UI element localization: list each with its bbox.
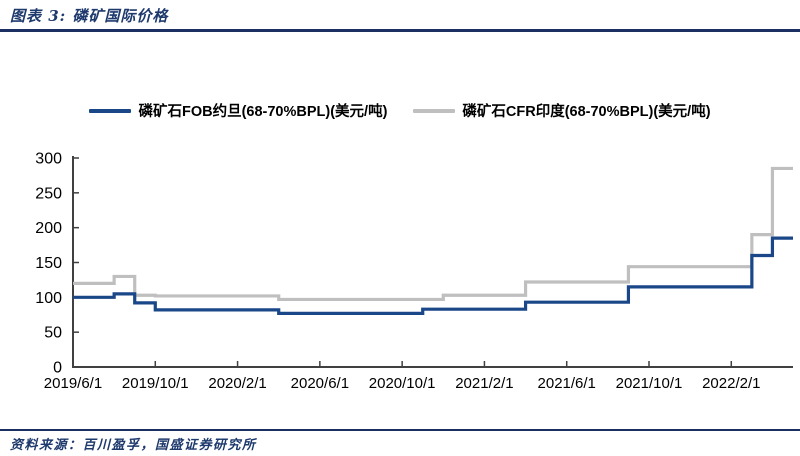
y-tick-label: 100 <box>35 290 62 307</box>
y-tick-label: 150 <box>35 255 62 272</box>
x-tick-label: 2021/6/1 <box>538 375 596 392</box>
x-tick-label: 2021/10/1 <box>616 375 683 392</box>
series-line-cfr-india <box>73 166 793 302</box>
chart-legend: 磷矿石FOB约旦(68-70%BPL)(美元/吨) 磷矿石CFR印度(68-70… <box>0 100 800 121</box>
y-tick-label: 0 <box>53 360 62 377</box>
legend-swatch-fob-jordan <box>89 108 132 113</box>
x-tick-label: 2020/2/1 <box>208 375 266 392</box>
price-line-chart: 0 50 100 150 200 250 300 2019/6/1 2019/10/1 2020/… <box>35 151 793 392</box>
y-tick-label: 200 <box>35 220 62 237</box>
legend-swatch-cfr-india <box>413 108 456 113</box>
legend-label-cfr-india: 磷矿石CFR印度(68-70%BPL)(美元/吨) <box>462 104 711 120</box>
x-tick-label: 2019/10/1 <box>122 375 189 392</box>
source-note: 资料来源：百川盈孚，国盛证券研究所 <box>10 438 257 453</box>
x-tick-label: 2021/2/1 <box>455 375 513 392</box>
x-tick-label: 2020/6/1 <box>291 375 349 392</box>
x-tick-label: 2019/6/1 <box>44 375 102 392</box>
top-divider <box>0 29 800 32</box>
x-tick-label: 2022/2/1 <box>702 375 760 392</box>
series-line-fob-jordan <box>73 236 793 315</box>
y-tick-label: 250 <box>35 185 62 202</box>
legend-item-fob-jordan: 磷矿石FOB约旦(68-70%BPL)(美元/吨) <box>89 100 387 121</box>
figure-title: 图表 3: 磷矿国际价格 <box>10 7 169 25</box>
y-tick-label: 300 <box>35 151 62 168</box>
y-tick-label: 50 <box>44 325 62 342</box>
x-tick-label: 2020/10/1 <box>369 375 436 392</box>
legend-item-cfr-india: 磷矿石CFR印度(68-70%BPL)(美元/吨) <box>413 100 711 121</box>
bottom-divider <box>0 429 800 431</box>
legend-label-fob-jordan: 磷矿石FOB约旦(68-70%BPL)(美元/吨) <box>138 104 388 120</box>
